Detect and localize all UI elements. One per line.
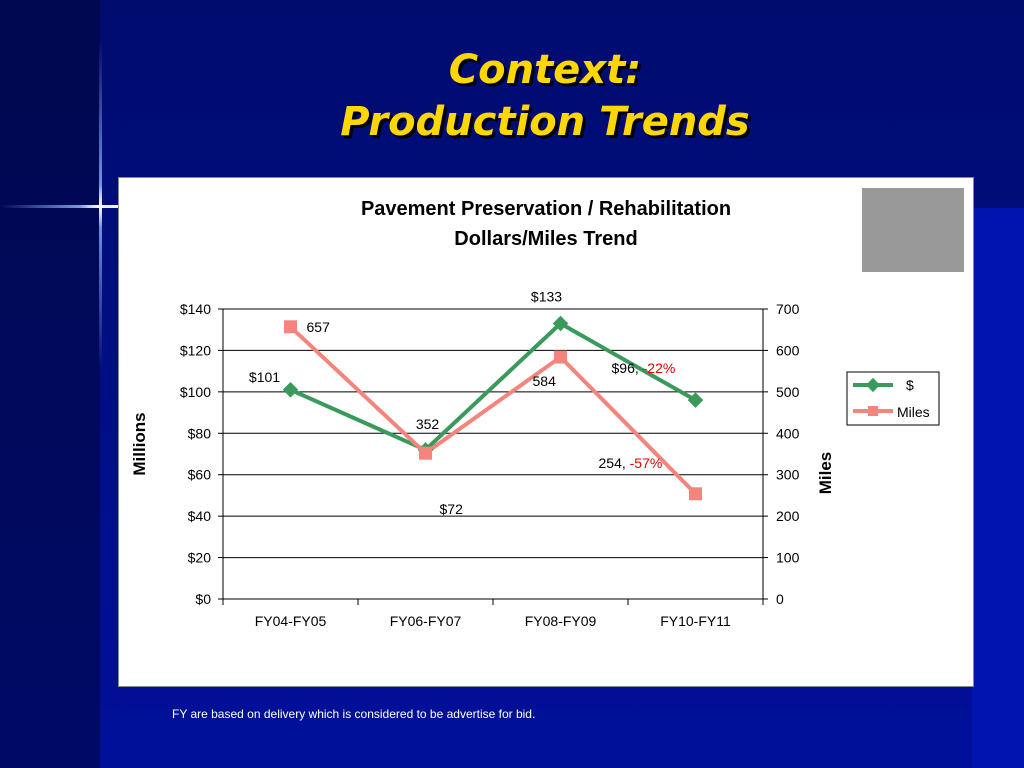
marker-dollars: [687, 392, 704, 408]
data-label: 584: [533, 373, 557, 389]
y-tick-label: $120: [180, 342, 211, 358]
data-label: $101: [249, 369, 280, 385]
y2-tick-label: 600: [776, 342, 800, 358]
data-label: 657: [307, 319, 331, 335]
gridlines: [223, 308, 763, 559]
decorative-horizontal-line: [0, 205, 118, 208]
legend: $ Miles: [846, 371, 940, 426]
x-tick-label: FY08-FY09: [525, 613, 597, 629]
y2-tick-label: 700: [776, 301, 800, 317]
data-labels: $101 $72 $133 $96, -22% 657 352 584 254, -57%: [249, 289, 675, 517]
legend-label-miles: Miles: [897, 404, 930, 420]
marker-miles: [554, 350, 567, 364]
image-placeholder: [862, 188, 964, 272]
marker-miles: [689, 487, 702, 501]
data-label: 254, -57%: [599, 455, 663, 471]
x-tick-label: FY04-FY05: [255, 613, 327, 629]
y-axis-ticks: $0 $20 $40 $60 $80 $100 $120 $140: [180, 301, 223, 607]
slide-title-line2: Production Trends: [340, 99, 750, 145]
y-tick-label: $140: [180, 301, 211, 317]
y-tick-label: $60: [188, 467, 212, 483]
y-tick-label: $40: [188, 508, 212, 524]
y2-tick-label: 400: [776, 425, 800, 441]
chart-title-line2: Dollars/Miles Trend: [454, 228, 637, 250]
chart-panel: [118, 177, 974, 687]
y2-tick-label: 0: [776, 591, 784, 607]
x-tick-label: FY06-FY07: [390, 613, 462, 629]
marker-dollars: [282, 382, 299, 398]
percent-change: -22%: [639, 360, 676, 376]
marker-miles: [419, 446, 432, 460]
y-tick-label: $0: [195, 591, 211, 607]
y-tick-label: $100: [180, 384, 211, 400]
footnote: FY are based on delivery which is consid…: [172, 707, 536, 721]
y2-tick-label: 300: [776, 467, 800, 483]
data-label: $72: [440, 501, 464, 517]
y2-axis-ticks: 0 100 200 300 400 500 600 700: [763, 301, 800, 607]
y2-axis-label: Miles: [816, 452, 835, 495]
y-tick-label: $80: [188, 425, 212, 441]
y-axis-label: Millions: [130, 412, 149, 475]
legend-marker-dollars: [865, 377, 881, 393]
legend-label-dollars: $: [906, 377, 914, 393]
marker-miles: [284, 320, 297, 334]
y2-tick-label: 100: [776, 550, 800, 566]
series-lines: [289, 321, 697, 496]
x-axis-ticks: FY04-FY05 FY06-FY07 FY08-FY09 FY10-FY11: [222, 599, 764, 629]
chart-title-line1: Pavement Preservation / Rehabilitation: [361, 198, 731, 220]
series-markers: [282, 315, 704, 501]
background-left: [0, 0, 100, 768]
background-right-band: [972, 208, 1024, 768]
y2-tick-label: 200: [776, 508, 800, 524]
slide-title-line1: Context:: [448, 47, 642, 93]
data-label: $133: [531, 289, 562, 305]
slide-title: Context: Production Trends: [150, 44, 940, 148]
y2-tick-label: 500: [776, 384, 800, 400]
x-tick-label: FY10-FY11: [660, 613, 731, 629]
legend-box: [846, 371, 940, 426]
series-line-miles: [289, 325, 697, 496]
legend-marker-miles: [868, 406, 878, 416]
series-line-dollars: [289, 321, 697, 453]
percent-change: -57%: [626, 455, 663, 471]
y-tick-label: $20: [188, 550, 212, 566]
axes: [222, 309, 764, 600]
data-label: $96, -22%: [612, 360, 676, 376]
sparkle-icon-horizontal: [80, 205, 120, 208]
data-label: 352: [416, 416, 440, 432]
